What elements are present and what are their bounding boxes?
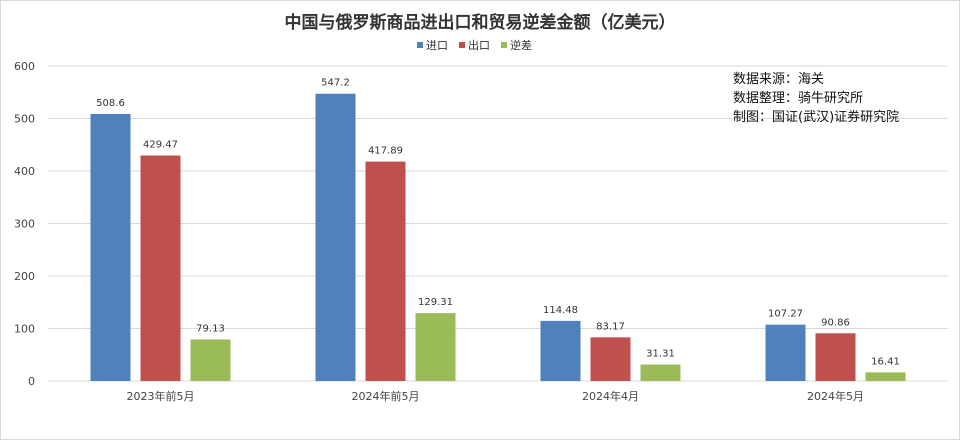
y-tick-label-6: 600 (14, 60, 35, 73)
bars (90, 93, 906, 382)
note-line-1: 数据整理：骑牛研究所 (733, 91, 863, 106)
y-tick-label-0: 0 (28, 375, 35, 388)
bar-0-1 (140, 155, 181, 381)
y-tick-label-2: 200 (14, 270, 35, 283)
legend-swatch-1 (459, 42, 465, 48)
gridlines (48, 65, 948, 382)
bar-1-2 (415, 313, 456, 381)
data-label-1-2: 129.31 (418, 297, 453, 308)
data-label-0-0: 508.6 (96, 98, 125, 109)
data-label-1-0: 547.2 (321, 78, 350, 89)
bar-3-2 (865, 372, 906, 381)
legend-swatch-2 (501, 42, 507, 48)
data-label-0-2: 79.13 (196, 323, 225, 334)
legend-swatch-0 (417, 42, 423, 48)
bar-0-2 (190, 339, 231, 381)
x-tick-label-3: 2024年5月 (807, 389, 864, 403)
data-label-0-1: 429.47 (143, 140, 178, 151)
y-tick-label-1: 100 (14, 323, 35, 336)
data-label-1-1: 417.89 (368, 146, 403, 157)
x-tick-label-0: 2023年前5月 (127, 389, 195, 403)
data-labels: 508.6 429.47 79.13 547.2 417.89 129.31 114.48 8… (96, 78, 900, 368)
data-label-3-0: 107.27 (768, 309, 803, 320)
y-tick-label-4: 400 (14, 165, 35, 178)
y-tick-label-3: 300 (14, 218, 35, 231)
legend-label-0: 进口 (426, 39, 448, 52)
chart-title: 中国与俄罗斯商品进出口和贸易逆差金额（亿美元） (285, 12, 676, 33)
data-label-3-1: 90.86 (821, 317, 850, 328)
data-label-2-2: 31.31 (646, 349, 675, 360)
bar-3-0 (765, 324, 806, 381)
note-line-2: 制图：国证(武汉)证券研究院 (733, 109, 899, 125)
x-axis: 2023年前5月 2024年前5月 2024年4月 2024年5月 (127, 389, 865, 403)
bar-2-1 (590, 337, 631, 381)
legend: 进口 出口 逆差 (417, 38, 532, 52)
note-line-0: 数据来源：海关 (733, 72, 824, 87)
data-label-3-2: 16.41 (871, 356, 900, 367)
y-axis: 0 100 200 300 400 500 600 (14, 60, 35, 388)
bar-0-0 (90, 113, 131, 382)
data-label-2-0: 114.48 (543, 305, 578, 316)
legend-label-2: 逆差 (510, 38, 532, 52)
y-tick-label-5: 500 (14, 113, 35, 126)
bar-2-0 (540, 320, 581, 381)
bar-3-1 (815, 333, 856, 381)
bar-1-1 (365, 161, 406, 381)
bar-1-0 (315, 93, 356, 381)
bar-2-2 (640, 364, 681, 381)
x-tick-label-1: 2024年前5月 (352, 389, 420, 403)
data-label-2-1: 83.17 (596, 321, 625, 332)
legend-label-1: 出口 (468, 38, 490, 52)
x-tick-label-2: 2024年4月 (582, 389, 639, 403)
